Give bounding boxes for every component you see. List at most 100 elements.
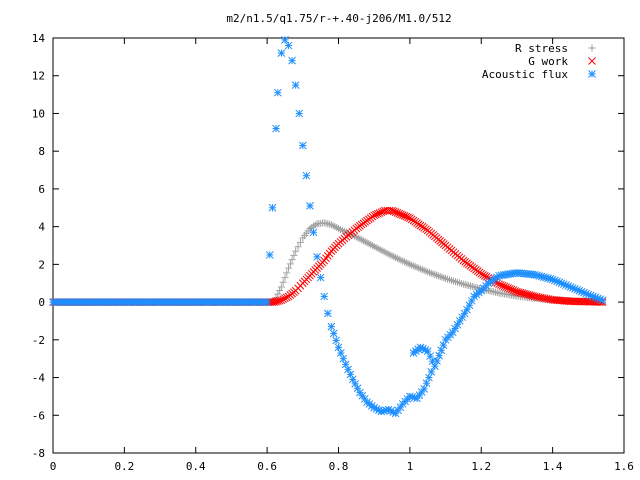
- data-point: [306, 225, 314, 233]
- data-point: [277, 296, 286, 305]
- data-point: [333, 224, 341, 232]
- data-point: [477, 269, 486, 278]
- data-point: [404, 260, 412, 268]
- data-point: [365, 240, 373, 248]
- data-point: [295, 109, 304, 118]
- data-point: [331, 223, 339, 231]
- data-point: [359, 237, 367, 245]
- data-point: [291, 81, 300, 90]
- data-point: [399, 257, 407, 265]
- data-point: [598, 296, 607, 305]
- data-point: [424, 268, 432, 276]
- axis-ticks: 0 0.2 0.4 0.6 0.8 1 1.2 1.4 1.6 -8 -6 -4 -2 0 2 4 6 8 10 12…: [32, 32, 634, 473]
- data-point: [358, 236, 366, 244]
- data-point: [429, 270, 437, 278]
- data-point: [395, 255, 403, 263]
- data-point: [422, 267, 430, 275]
- data-point: [482, 273, 491, 281]
- data-point: [302, 171, 311, 180]
- data-point: [438, 273, 446, 281]
- data-point: [320, 292, 329, 301]
- series-acoustic-flux: [49, 36, 607, 418]
- data-point: [436, 273, 444, 281]
- data-point: [276, 287, 284, 295]
- data-point: [409, 262, 417, 270]
- data-point: [274, 290, 282, 298]
- data-point: [413, 263, 421, 271]
- data-point: [417, 265, 425, 273]
- data-point: [431, 271, 439, 279]
- data-point: [290, 251, 298, 259]
- data-point: [402, 259, 410, 267]
- data-point: [327, 221, 335, 229]
- x-tick-label: 0.4: [186, 460, 206, 473]
- data-point: [420, 266, 428, 274]
- x-tick-label: 0.6: [257, 460, 277, 473]
- data-point: [277, 283, 285, 291]
- data-point: [306, 202, 314, 210]
- legend-marker-g-work: [588, 57, 596, 65]
- data-point: [282, 293, 291, 302]
- data-point: [388, 252, 396, 260]
- y-tick-label: 4: [38, 221, 45, 234]
- data-point: [298, 141, 307, 150]
- data-point: [285, 264, 293, 272]
- data-point: [431, 362, 439, 371]
- data-point: [356, 235, 364, 243]
- legend-marker-r-stress: [588, 44, 596, 52]
- data-point: [363, 239, 371, 247]
- data-point: [327, 322, 336, 331]
- data-point: [361, 238, 369, 246]
- data-point: [368, 242, 376, 249]
- y-tick-label: -8: [32, 447, 45, 460]
- data-point: [397, 256, 405, 264]
- data-point: [281, 274, 289, 282]
- data-point: [367, 241, 375, 249]
- y-tick-label: -2: [32, 334, 45, 347]
- data-point: [404, 213, 412, 222]
- data-point: [406, 260, 414, 268]
- y-tick-label: 12: [32, 70, 45, 83]
- data-point: [401, 258, 409, 266]
- x-tick-label: 0.8: [329, 460, 349, 473]
- data-point: [277, 49, 286, 57]
- data-point: [311, 221, 319, 229]
- data-point: [281, 294, 289, 303]
- data-point: [294, 243, 302, 251]
- data-point: [279, 278, 287, 286]
- data-point: [323, 309, 332, 318]
- y-tick-label: 6: [38, 183, 45, 196]
- data-point: [437, 346, 446, 355]
- data-point: [354, 234, 362, 242]
- x-tick-label: 0.2: [114, 460, 134, 473]
- data-point: [392, 254, 400, 262]
- x-tick-label: 1.4: [543, 460, 563, 473]
- data-point: [390, 253, 398, 261]
- x-tick-label: 1: [407, 460, 414, 473]
- y-tick-label: 2: [38, 258, 45, 271]
- data-point: [418, 266, 426, 274]
- data-point: [265, 251, 274, 259]
- data-point: [268, 203, 277, 212]
- legend-label-r-stress: R stress: [515, 42, 568, 55]
- chart-title: m2/n1.5/q1.75/r-+.40-j206/M1.0/512: [226, 12, 451, 25]
- y-tick-label: 8: [38, 145, 45, 158]
- data-point: [263, 298, 271, 306]
- data-point: [433, 271, 441, 279]
- data-point: [286, 260, 294, 268]
- data-point: [408, 261, 416, 269]
- data-point: [455, 317, 464, 325]
- legend-label-g-work: G work: [528, 55, 568, 68]
- data-point: [426, 269, 434, 277]
- data-point: [283, 269, 291, 277]
- y-tick-label: 0: [38, 296, 45, 309]
- y-tick-label: -6: [32, 409, 45, 422]
- data-point: [329, 329, 338, 338]
- data-point: [279, 295, 288, 304]
- data-point: [273, 88, 282, 97]
- data-point: [411, 263, 419, 271]
- x-tick-label: 1.6: [614, 460, 634, 473]
